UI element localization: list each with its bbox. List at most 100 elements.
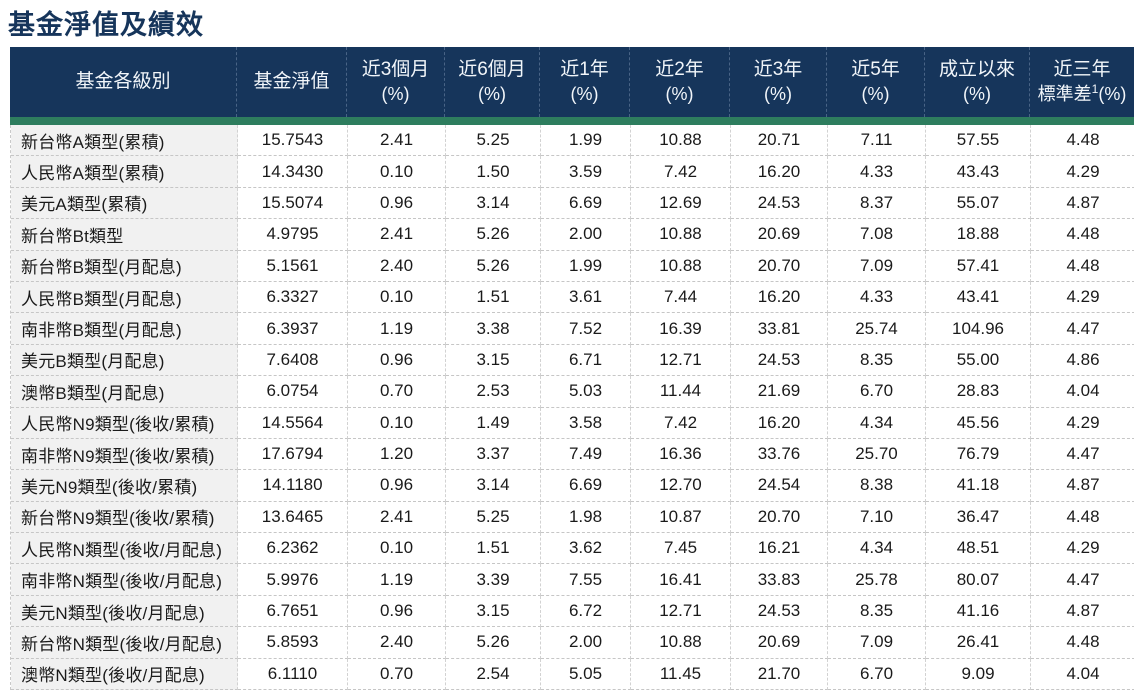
value-cell: 4.9795 [238, 219, 348, 251]
value-cell: 76.79 [926, 438, 1031, 471]
value-cell: 16.36 [631, 438, 731, 471]
col-header-label: 近6個月 [458, 58, 526, 80]
value-cell: 2.00 [541, 627, 631, 659]
value-cell: 24.53 [731, 187, 828, 220]
col-header-5y: 近5年 (%) [827, 47, 925, 117]
value-cell: 24.53 [731, 344, 828, 377]
value-cell: 4.33 [828, 156, 926, 188]
value-cell: 55.07 [926, 187, 1031, 220]
value-cell: 2.41 [348, 501, 446, 534]
value-cell: 6.2362 [238, 533, 348, 565]
value-cell: 12.71 [631, 344, 731, 377]
table-body: 新台幣A類型(累積) 15.7543 2.41 5.25 1.99 10.88 20.71 7… [10, 125, 1134, 691]
value-cell: 4.04 [1031, 376, 1134, 408]
value-cell: 8.37 [828, 187, 926, 220]
value-cell: 3.61 [541, 281, 631, 314]
value-cell: 20.70 [731, 250, 828, 282]
value-cell: 4.47 [1031, 438, 1134, 471]
value-cell: 0.96 [348, 344, 446, 377]
value-cell: 20.70 [731, 501, 828, 534]
col-header-label: 近三年 [1053, 58, 1111, 80]
table-row: 美元B類型(月配息) 7.6408 0.96 3.15 6.71 12.71 24.53 8.… [11, 344, 1134, 377]
value-cell: 6.70 [828, 376, 926, 408]
table-row: 新台幣A類型(累積) 15.7543 2.41 5.25 1.99 10.88 20.71 7… [11, 125, 1134, 157]
value-cell: 80.07 [926, 564, 1031, 596]
value-cell: 1.99 [541, 250, 631, 282]
value-cell: 6.72 [541, 595, 631, 628]
value-cell: 5.8593 [238, 627, 348, 659]
col-header-2y: 近2年 (%) [630, 47, 730, 117]
value-cell: 4.47 [1031, 313, 1134, 345]
value-cell: 4.34 [828, 407, 926, 439]
value-cell: 4.34 [828, 533, 926, 565]
col-header-since-inception: 成立以來 (%) [925, 47, 1030, 117]
value-cell: 11.45 [631, 658, 731, 691]
value-cell: 16.20 [731, 156, 828, 188]
value-cell: 21.70 [731, 658, 828, 691]
col-header-label: 近1年 [560, 58, 609, 80]
stddev-text: 標準差 [1037, 83, 1092, 104]
col-header-label: 基金各級別 [75, 70, 171, 92]
value-cell: 6.3937 [238, 313, 348, 345]
value-cell: 11.44 [631, 376, 731, 408]
value-cell: 20.69 [731, 627, 828, 659]
value-cell: 10.88 [631, 250, 731, 282]
value-cell: 0.10 [348, 533, 446, 565]
value-cell: 25.78 [828, 564, 926, 596]
value-cell: 16.20 [731, 281, 828, 314]
col-header-unit: (%) [861, 83, 890, 104]
col-header-3y: 近3年 (%) [730, 47, 827, 117]
value-cell: 8.38 [828, 470, 926, 502]
value-cell: 7.44 [631, 281, 731, 314]
value-cell: 0.10 [348, 407, 446, 439]
value-cell: 2.40 [348, 250, 446, 282]
fund-class-cell: 南非幣B類型(月配息) [11, 313, 238, 345]
value-cell: 9.09 [926, 658, 1031, 691]
col-header-nav: 基金淨值 [237, 47, 347, 117]
value-cell: 0.70 [348, 376, 446, 408]
value-cell: 4.48 [1031, 250, 1134, 282]
value-cell: 7.09 [828, 250, 926, 282]
value-cell: 6.69 [541, 187, 631, 220]
value-cell: 2.00 [541, 219, 631, 251]
value-cell: 1.50 [446, 156, 541, 188]
value-cell: 4.48 [1031, 501, 1134, 534]
fund-class-cell: 人民幣N類型(後收/月配息) [11, 533, 238, 565]
value-cell: 4.04 [1031, 658, 1134, 691]
value-cell: 28.83 [926, 376, 1031, 408]
value-cell: 6.1110 [238, 658, 348, 691]
fund-class-cell: 新台幣N類型(後收/月配息) [11, 627, 238, 659]
fund-performance-table: 基金各級別 基金淨值 近3個月 (%) 近6個月 (%) 近1年 (%) 近2年… [10, 47, 1134, 691]
col-header-1y: 近1年 (%) [540, 47, 630, 117]
value-cell: 6.0754 [238, 376, 348, 408]
accent-band [10, 117, 1134, 125]
table-row: 南非幣N9類型(後收/累積) 17.6794 1.20 3.37 7.49 16.36 33… [11, 438, 1134, 471]
value-cell: 1.99 [541, 125, 631, 157]
value-cell: 3.39 [446, 564, 541, 596]
fund-class-cell: 人民幣A類型(累積) [11, 156, 238, 188]
value-cell: 14.5564 [238, 407, 348, 439]
fund-class-cell: 新台幣B類型(月配息) [11, 250, 238, 282]
value-cell: 5.26 [446, 250, 541, 282]
value-cell: 7.08 [828, 219, 926, 251]
col-header-label: 成立以來 [938, 58, 1015, 80]
value-cell: 33.83 [731, 564, 828, 596]
value-cell: 21.69 [731, 376, 828, 408]
value-cell: 41.18 [926, 470, 1031, 502]
value-cell: 7.42 [631, 407, 731, 439]
value-cell: 2.54 [446, 658, 541, 691]
value-cell: 6.69 [541, 470, 631, 502]
value-cell: 41.16 [926, 595, 1031, 628]
value-cell: 5.25 [446, 125, 541, 157]
value-cell: 12.71 [631, 595, 731, 628]
value-cell: 5.05 [541, 658, 631, 691]
value-cell: 2.41 [348, 125, 446, 157]
value-cell: 3.15 [446, 595, 541, 628]
fund-class-cell: 美元N9類型(後收/累積) [11, 470, 238, 502]
fund-class-cell: 新台幣A類型(累積) [11, 125, 238, 157]
table-row: 美元N類型(後收/月配息) 6.7651 0.96 3.15 6.72 12.71 24.5… [11, 595, 1134, 628]
value-cell: 33.81 [731, 313, 828, 345]
value-cell: 4.48 [1031, 627, 1134, 659]
value-cell: 3.62 [541, 533, 631, 565]
value-cell: 6.71 [541, 344, 631, 377]
